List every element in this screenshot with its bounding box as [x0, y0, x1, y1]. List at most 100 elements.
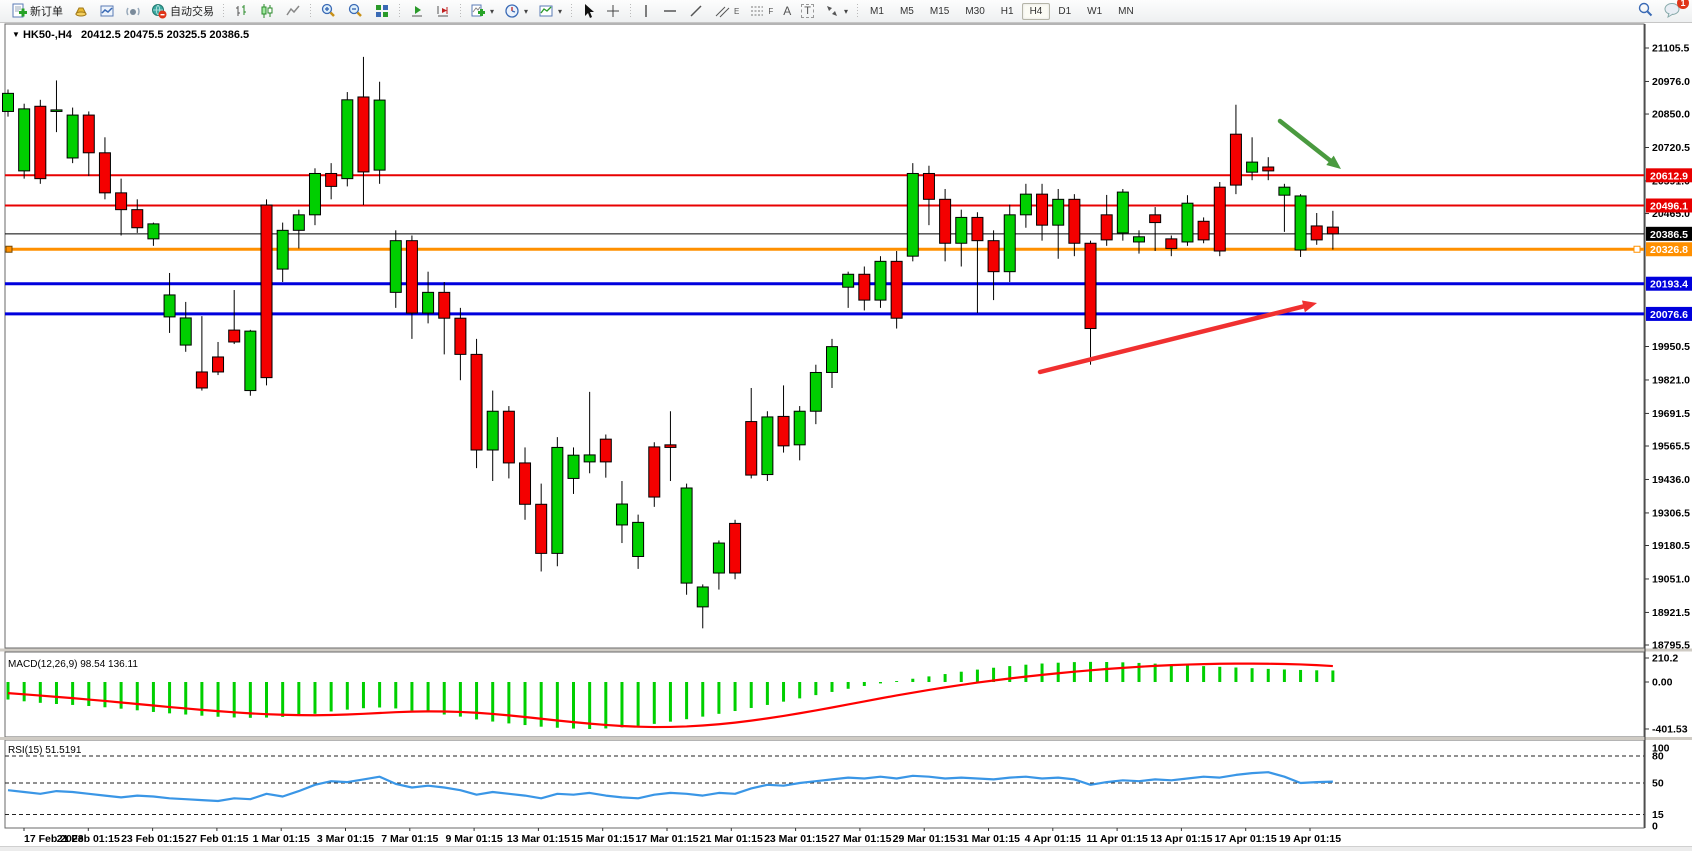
- candle-body: [325, 172, 338, 187]
- price-tag: [1646, 306, 1692, 321]
- date-label: 9 Mar 01:15: [445, 833, 502, 845]
- price-tag: [1646, 242, 1692, 257]
- candle-body: [987, 240, 1000, 273]
- candle-body: [939, 198, 952, 244]
- rsi-line: [7, 771, 1333, 803]
- new-order-button[interactable]: 新订单: [6, 1, 68, 21]
- timeframe-w1[interactable]: W1: [1087, 5, 1103, 17]
- timeframe-h1[interactable]: H1: [1000, 5, 1014, 17]
- autotrade-button[interactable]: 自动交易: [146, 1, 219, 21]
- candle-body: [1052, 198, 1065, 226]
- fibonacci-icon: [749, 4, 765, 18]
- autotrade-label: 自动交易: [170, 6, 214, 18]
- price-tick: 20850.0: [1652, 109, 1690, 121]
- auto-scroll-icon: [409, 3, 425, 19]
- gold-icon: [73, 3, 89, 19]
- candle-chart-type-button[interactable]: [254, 1, 280, 21]
- indicators-button[interactable]: ▾: [465, 1, 499, 21]
- candle-body: [922, 172, 935, 200]
- trendline-tool[interactable]: [683, 1, 709, 21]
- text-label-tool[interactable]: T: [796, 1, 819, 21]
- rsi-axis-tick: 80: [1652, 751, 1664, 763]
- zoom-in-button[interactable]: [315, 1, 342, 21]
- hline-handle[interactable]: [1633, 245, 1641, 253]
- candle-body: [745, 421, 758, 476]
- candle-body: [422, 291, 435, 314]
- zoom-out-button[interactable]: [342, 1, 369, 21]
- line-chart-type-button[interactable]: [280, 1, 306, 21]
- candle-body: [212, 356, 225, 373]
- price-tag-value: 20386.5: [1650, 229, 1688, 241]
- candle-body: [761, 416, 774, 476]
- candle-body: [1149, 214, 1162, 224]
- candle-body: [341, 99, 354, 180]
- date-label: 21 Feb 01:15: [57, 833, 120, 845]
- red-up-arrow-head: [1301, 300, 1317, 313]
- rsi-axis-tick: 50: [1652, 778, 1664, 790]
- market-watch-button[interactable]: [68, 1, 94, 21]
- arrows-tool[interactable]: ▾: [819, 1, 853, 21]
- hline-handle[interactable]: [5, 245, 13, 253]
- chart-canvas[interactable]: 21105.520976.020850.020720.520591.020465…: [0, 23, 1692, 851]
- date-label: 17 Feb 2023: [24, 833, 84, 845]
- templates-button[interactable]: ▾: [533, 1, 567, 21]
- tile-windows-button[interactable]: [369, 1, 395, 21]
- bar-chart-type-button[interactable]: [228, 1, 254, 21]
- timeframe-d1[interactable]: D1: [1058, 5, 1072, 17]
- bar-chart-icon: [233, 3, 249, 19]
- crosshair-icon: [605, 3, 621, 19]
- timeframe-h4[interactable]: H4: [1021, 2, 1051, 20]
- date-label: 31 Mar 01:15: [957, 833, 1020, 845]
- arrows-tool-icon: [824, 3, 840, 19]
- search-icon[interactable]: [1637, 1, 1654, 21]
- green-down-arrow[interactable]: [1277, 118, 1333, 163]
- date-label: 11 Apr 01:15: [1086, 833, 1148, 845]
- channel-tool[interactable]: E: [709, 1, 744, 21]
- chart-shift-button[interactable]: [430, 1, 456, 21]
- candle-body: [793, 410, 806, 446]
- candle-body: [1036, 193, 1049, 226]
- candle-body: [1294, 195, 1307, 251]
- candle-body: [2, 92, 14, 112]
- timeframe-m15[interactable]: M15: [929, 5, 950, 17]
- candle-body: [179, 317, 192, 346]
- date-label: 17 Apr 01:15: [1215, 833, 1277, 845]
- cursor-button[interactable]: [576, 1, 600, 21]
- line-chart-icon: [285, 3, 301, 19]
- channel-tool-label: E: [734, 6, 740, 16]
- timeframe-m5[interactable]: M5: [899, 5, 914, 17]
- vertical-line-tool[interactable]: [635, 1, 657, 21]
- fibonacci-tool[interactable]: F: [744, 1, 778, 21]
- publish-chart-button[interactable]: [94, 1, 120, 21]
- horizontal-line-tool[interactable]: [657, 1, 683, 21]
- channel-icon: [714, 3, 731, 19]
- candle-body: [551, 446, 564, 554]
- chart-window[interactable]: ▼ HK50-,H4 20412.5 20475.5 20325.5 20386…: [0, 23, 1692, 851]
- auto-scroll-button[interactable]: [404, 1, 430, 21]
- candle-body: [470, 353, 483, 451]
- zoom-out-icon: [347, 3, 364, 19]
- candle-body: [34, 105, 47, 180]
- price-tag: [1646, 276, 1692, 291]
- chart-dropdown-icon[interactable]: ▼: [12, 30, 20, 39]
- notification-badge: 1: [1677, 0, 1689, 9]
- red-up-arrow[interactable]: [1037, 304, 1306, 375]
- clock-icon: [504, 3, 520, 19]
- crosshair-button[interactable]: [600, 1, 626, 21]
- timeframe-m1[interactable]: M1: [870, 5, 884, 17]
- macd-indicator-label: MACD(12,26,9) 98.54 136.11: [8, 659, 138, 670]
- notifications-button[interactable]: 1: [1664, 0, 1689, 21]
- candle-body: [276, 229, 289, 270]
- candle-body: [1262, 166, 1275, 172]
- periods-button[interactable]: ▾: [499, 1, 533, 21]
- price-tag-value: 20612.9: [1650, 170, 1688, 182]
- price-tick: 20720.5: [1652, 142, 1690, 154]
- timeframe-group: M1 M5 M15 M30 H1 H4 D1 W1 MN: [862, 2, 1142, 20]
- timeframe-mn[interactable]: MN: [1118, 5, 1134, 17]
- timeframe-m30[interactable]: M30: [965, 5, 985, 17]
- signal-button[interactable]: [120, 1, 146, 21]
- candle-body: [696, 586, 709, 608]
- text-tool[interactable]: A: [778, 1, 796, 21]
- price-tick: 19950.5: [1652, 341, 1690, 353]
- candle-body: [777, 415, 790, 447]
